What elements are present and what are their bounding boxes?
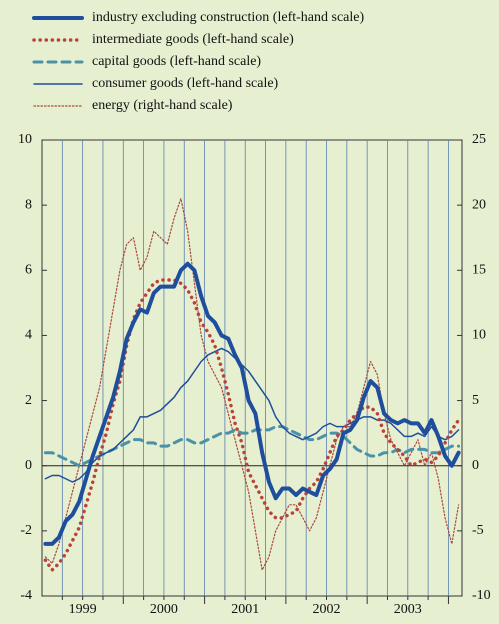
series-line bbox=[44, 198, 460, 571]
y-tick-label: 4 bbox=[25, 328, 32, 343]
legend-label: energy (right-hand scale) bbox=[92, 98, 233, 113]
legend-label: capital goods (left-hand scale) bbox=[92, 54, 261, 69]
x-tick-label: 2002 bbox=[313, 602, 341, 617]
y2-tick-label: 0 bbox=[472, 458, 479, 473]
legend-label: consumer goods (left-hand scale) bbox=[92, 76, 279, 91]
series-line bbox=[44, 347, 460, 483]
x-tick-label: 2000 bbox=[150, 602, 178, 617]
x-tick-label: 2001 bbox=[231, 602, 259, 617]
y2-tick-label: 10 bbox=[472, 328, 486, 343]
y-tick-label: -2 bbox=[20, 523, 32, 538]
y-tick-label: 6 bbox=[25, 263, 32, 278]
y2-tick-label: -5 bbox=[472, 523, 484, 538]
series-line bbox=[43, 425, 461, 468]
y-tick-label: 10 bbox=[18, 132, 32, 147]
y2-tick-label: 20 bbox=[472, 197, 486, 212]
y2-tick-label: -10 bbox=[472, 588, 491, 603]
legend-label: industry excluding construction (left-ha… bbox=[92, 10, 364, 25]
series-line bbox=[43, 261, 461, 546]
legend-label: intermediate goods (left-hand scale) bbox=[92, 32, 294, 47]
x-tick-label: 1999 bbox=[69, 602, 97, 617]
y2-tick-label: 15 bbox=[472, 263, 486, 278]
x-tick-label: 2003 bbox=[394, 602, 422, 617]
y-tick-label: 2 bbox=[25, 393, 32, 408]
y-tick-label: -4 bbox=[20, 588, 32, 603]
y2-tick-label: 5 bbox=[472, 393, 479, 408]
y2-tick-label: 25 bbox=[472, 132, 486, 147]
y-tick-label: 0 bbox=[25, 458, 32, 473]
plot-frame bbox=[41, 139, 463, 597]
y-tick-label: 8 bbox=[25, 197, 32, 212]
